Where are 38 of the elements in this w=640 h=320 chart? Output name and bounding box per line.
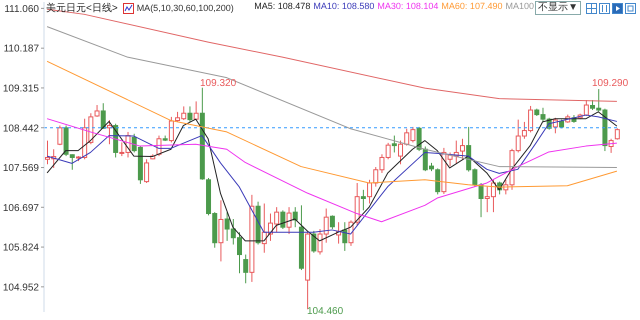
candlestick	[218, 200, 224, 262]
annotation: 109.320	[200, 78, 236, 89]
candlestick	[243, 254, 248, 284]
candlestick	[392, 135, 397, 153]
candlestick	[330, 214, 335, 230]
y-tick-label: 106.697	[2, 202, 40, 214]
candlestick	[106, 120, 112, 145]
candlestick	[194, 100, 199, 121]
y-tick-label: 104.952	[2, 282, 40, 294]
text: MA100	[505, 1, 534, 11]
candlestick	[280, 210, 286, 230]
text: MA5: 108.478	[254, 1, 310, 11]
y-tick-label: 110.187	[4, 44, 40, 55]
text: MA10: 108.580	[313, 1, 374, 11]
candlestick	[286, 206, 292, 235]
candlestick	[94, 104, 100, 118]
candlestick	[367, 179, 372, 204]
y-tick-label: 111.060	[4, 4, 40, 15]
candlestick	[292, 206, 298, 228]
candlestick	[311, 230, 316, 254]
annotation: 104.460	[307, 306, 344, 317]
candlestick	[168, 116, 174, 143]
candlestick	[57, 125, 62, 146]
y-tick-label: 105.824	[2, 242, 40, 254]
text: MA60: 107.490	[441, 1, 502, 11]
y-tick-label: 108.442	[2, 123, 40, 134]
candlestick	[435, 168, 440, 195]
candlestick	[360, 189, 366, 211]
annotation: 109.290	[592, 78, 628, 89]
candlestick	[100, 102, 106, 130]
chart-subtitle: MA(5,10,30,60,100,200)	[136, 3, 234, 13]
y-tick-label: 107.569	[2, 163, 40, 174]
text: MA30: 108.104	[377, 1, 438, 11]
candlestick	[144, 158, 150, 184]
candlestick	[187, 106, 192, 122]
candlestick	[460, 138, 465, 160]
annotation: 不显示▼	[535, 1, 581, 15]
y-tick-label: 109.315	[2, 83, 40, 94]
